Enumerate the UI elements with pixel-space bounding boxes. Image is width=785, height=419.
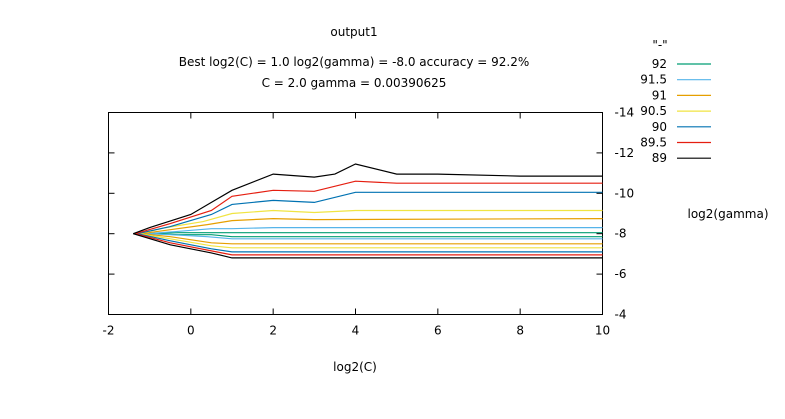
- chart-title: output1: [330, 25, 377, 39]
- legend-label: 89: [652, 151, 667, 165]
- x-axis-ticks: -2 0 2 4 6 8 10: [103, 112, 610, 338]
- chart-subtitle-line-1: Best log2(C) = 1.0 log2(gamma) = -8.0 ac…: [179, 55, 530, 69]
- y-tick-label: -12: [615, 146, 635, 160]
- legend: 92 91.591 90.5 90 89.589: [640, 57, 711, 165]
- legend-label: 90.5: [640, 104, 667, 118]
- legend-label: 89.5: [640, 136, 667, 150]
- contour-lines: [132, 163, 603, 259]
- contour-line-91: [141, 233, 603, 245]
- contour-line-89: [132, 163, 603, 235]
- contour-line-89-5: [135, 180, 603, 235]
- x-tick-label: 2: [269, 324, 277, 338]
- contour-line-90: [137, 191, 603, 235]
- contour-line-92: [149, 233, 603, 238]
- y-axis-ticks: -4 -6 -8 -10 -12 -14: [108, 106, 635, 322]
- contour-line-91-5: [145, 233, 603, 240]
- contour-line-89: [133, 233, 603, 259]
- chart-subtitle-line-2: C = 2.0 gamma = 0.00390625: [262, 76, 447, 90]
- x-tick-label: -2: [103, 324, 115, 338]
- legend-label: 92: [652, 57, 667, 71]
- y-tick-label: -14: [615, 106, 635, 120]
- legend-label: 91.5: [640, 73, 667, 87]
- legend-label: 90: [652, 120, 667, 134]
- x-axis-label: log2(C): [333, 360, 377, 374]
- contour-line-92: [149, 232, 603, 235]
- y-tick-label: -4: [615, 308, 627, 322]
- contour-line-90: [137, 233, 603, 253]
- y-axis-label: log2(gamma): [688, 207, 769, 221]
- y-tick-label: -8: [615, 227, 627, 241]
- legend-label: 91: [652, 88, 667, 102]
- x-tick-label: 8: [516, 324, 524, 338]
- contour-line-90-5: [139, 233, 603, 249]
- x-tick-label: 10: [595, 324, 610, 338]
- x-tick-label: 0: [187, 324, 195, 338]
- contour-line-91-5: [145, 227, 603, 235]
- y-tick-label: -6: [615, 267, 627, 281]
- x-tick-label: 4: [352, 324, 360, 338]
- legend-title: "-": [652, 38, 667, 52]
- contour-line-90-5: [139, 209, 603, 235]
- contour-line-91: [141, 217, 603, 235]
- y-tick-label: -10: [615, 186, 635, 200]
- contour-line-89-5: [135, 233, 603, 256]
- plot-frame: [108, 112, 603, 315]
- x-tick-label: 6: [434, 324, 442, 338]
